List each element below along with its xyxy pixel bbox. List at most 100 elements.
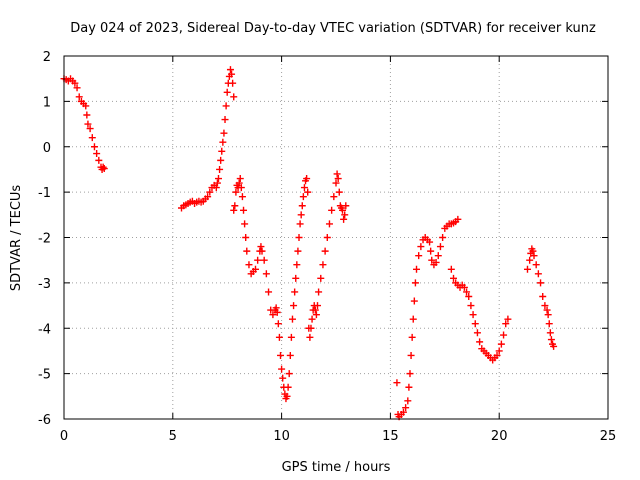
data-point [529, 247, 537, 255]
data-point [502, 320, 510, 328]
data-point [240, 206, 248, 214]
data-point [399, 408, 407, 416]
x-tick-label: 10 [273, 429, 290, 444]
series-arc3 [393, 215, 512, 421]
data-point [218, 147, 226, 155]
data-point [428, 256, 436, 264]
data-point [295, 234, 303, 241]
data-point [413, 265, 421, 273]
data-point [297, 211, 305, 219]
data-point [88, 134, 96, 142]
series-arc1 [60, 75, 108, 173]
data-point [212, 184, 220, 192]
data-point [284, 383, 292, 391]
x-tick-label: 20 [491, 429, 508, 444]
data-point [258, 247, 266, 255]
data-point [262, 270, 270, 278]
data-point [460, 283, 468, 291]
data-point [332, 179, 340, 187]
data-point [546, 329, 554, 337]
data-point [237, 184, 245, 192]
data-point [83, 111, 91, 119]
data-point [407, 351, 415, 359]
data-point [463, 288, 471, 296]
y-tick-label: -6 [38, 413, 51, 428]
data-point [340, 215, 348, 223]
y-tick-label: 2 [43, 50, 51, 65]
plot-frame [63, 55, 609, 420]
data-point [278, 365, 286, 373]
y-tick-label: -2 [38, 232, 51, 247]
data-point [321, 247, 329, 255]
data-point [408, 333, 416, 341]
data-point [550, 342, 558, 350]
grid [64, 56, 608, 419]
data-point [290, 302, 298, 310]
series-arc4 [523, 245, 558, 350]
data-point [314, 302, 322, 310]
data-point [287, 333, 295, 341]
axis-ticks: 0 5 10 15 20 25 -6 -5 -4 -3 -2 -1 0 1 2 [38, 50, 616, 444]
data-point [328, 206, 336, 214]
data-point [242, 234, 250, 241]
data-point [339, 206, 347, 214]
data-point [99, 163, 107, 171]
data-point [265, 288, 273, 296]
data-point [537, 279, 545, 287]
data-point [288, 315, 296, 323]
data-point [214, 175, 222, 183]
data-point [317, 274, 325, 282]
data-point [402, 404, 410, 412]
data-point [333, 170, 341, 178]
data-point [90, 143, 98, 151]
data-point [206, 188, 214, 196]
data-point [404, 397, 412, 405]
data-point [294, 247, 302, 255]
data-point [241, 220, 249, 228]
data-point [222, 102, 230, 110]
data-point [257, 243, 265, 251]
data-point [82, 102, 90, 110]
data-point [405, 383, 413, 391]
data-point [73, 84, 81, 92]
data-point [547, 336, 555, 344]
data-point [504, 315, 512, 323]
data-point [300, 184, 308, 192]
data-point [415, 252, 423, 260]
data-point [260, 256, 268, 264]
data-point [100, 165, 108, 173]
data-point [410, 297, 418, 305]
y-tick-label: -5 [38, 368, 51, 383]
data-point [304, 188, 312, 196]
data-point [523, 265, 531, 273]
x-tick-label: 25 [600, 429, 617, 444]
data-point [213, 179, 221, 187]
data-point [292, 274, 300, 282]
data-point [526, 256, 534, 264]
data-point [323, 234, 331, 241]
data-point [409, 315, 417, 323]
data-point [226, 66, 234, 74]
data-point [465, 292, 473, 300]
data-point [311, 306, 319, 314]
data-points [60, 66, 558, 421]
data-point [71, 79, 79, 87]
data-point [230, 206, 238, 214]
data-point [84, 120, 92, 128]
data-point [303, 175, 311, 183]
data-point [497, 340, 505, 348]
data-point [275, 333, 283, 341]
x-tick-label: 0 [60, 429, 68, 444]
data-point [426, 238, 434, 246]
data-point [306, 333, 314, 341]
data-point [469, 311, 477, 319]
data-point [436, 243, 444, 251]
data-point [221, 116, 229, 124]
data-point [296, 220, 304, 228]
data-point [534, 270, 542, 278]
data-point [532, 261, 540, 269]
data-point [393, 379, 401, 387]
series-arc2 [178, 66, 350, 403]
data-point [230, 93, 238, 101]
